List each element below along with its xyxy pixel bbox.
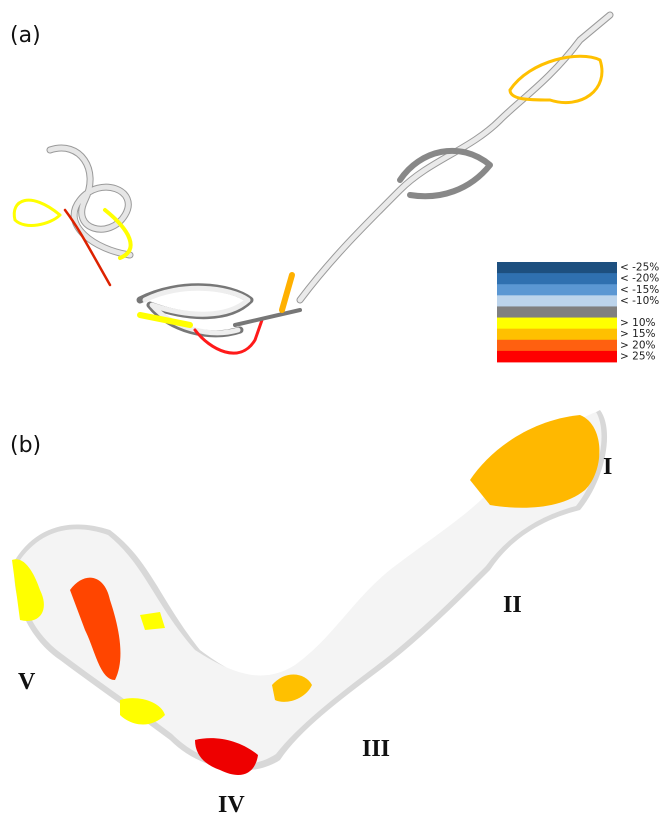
domain-label: V bbox=[18, 669, 36, 695]
legend-swatch bbox=[497, 340, 617, 352]
domain-label: II bbox=[503, 592, 522, 618]
legend-swatch bbox=[497, 284, 617, 296]
legend-swatch bbox=[497, 329, 617, 341]
legend-swatch bbox=[497, 306, 617, 318]
figure: (a) (b) < -25%< -20%< -15%< -10%> 10%> 1… bbox=[0, 0, 659, 817]
legend-swatch bbox=[497, 273, 617, 285]
domain-label: IV bbox=[218, 792, 245, 817]
legend-swatch bbox=[497, 262, 617, 274]
legend-label: > 25% bbox=[620, 350, 655, 362]
panel-label: (b) bbox=[10, 433, 41, 458]
domain-label: III bbox=[362, 736, 390, 762]
legend-label: < -10% bbox=[620, 295, 659, 307]
legend-swatch bbox=[497, 318, 617, 330]
legend: < -25%< -20%< -15%< -10%> 10%> 15%> 20%>… bbox=[497, 262, 659, 363]
legend-swatch bbox=[497, 351, 617, 363]
domain-label: I bbox=[603, 454, 612, 480]
figure-canvas: (a) (b) < -25%< -20%< -15%< -10%> 10%> 1… bbox=[0, 0, 659, 817]
panel-label: (a) bbox=[10, 23, 41, 48]
legend-swatch bbox=[497, 295, 617, 307]
